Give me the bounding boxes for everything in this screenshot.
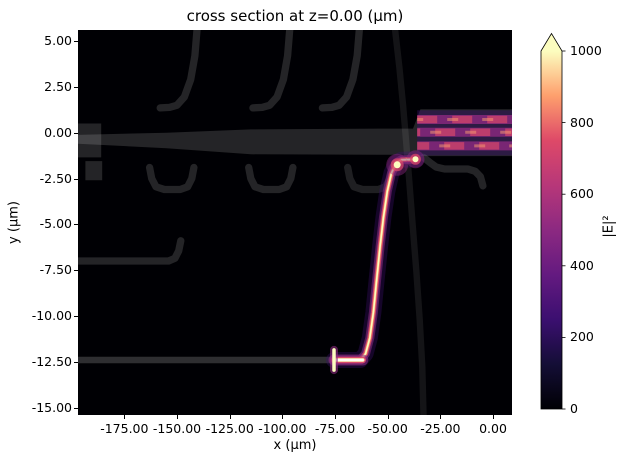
structure-left-block: [85, 161, 103, 181]
structure-top-bend-1: [156, 30, 201, 112]
y-tick-mark: [74, 178, 78, 180]
structure-lower-line: [78, 237, 185, 265]
y-tick-label: -15.00: [31, 399, 72, 415]
x-tick-mark: [282, 415, 284, 419]
y-tick-mark: [74, 407, 78, 409]
x-tick-label: -50.00: [367, 421, 408, 436]
x-tick-mark: [493, 415, 495, 419]
y-tick-mark: [74, 270, 78, 272]
y-tick-label: 0.00: [44, 124, 72, 140]
colorbar-tick-label: 200: [570, 329, 594, 345]
x-tick-mark: [387, 415, 389, 419]
y-tick-label: -5.00: [39, 216, 72, 232]
structure-mid-bracket-1: [145, 163, 198, 194]
structure-top-bend-2: [249, 30, 294, 112]
heatmap-plot-area: [78, 30, 512, 415]
structure-left-slab: [78, 123, 102, 158]
colorbar-tick-label: 1000: [570, 43, 602, 58]
structure-central-taper: [78, 128, 413, 155]
x-axis-label: x (μm): [273, 438, 317, 453]
plot-title: cross section at z=0.00 (μm): [186, 7, 404, 25]
x-tick-mark: [124, 415, 126, 419]
x-tick-mark: [335, 415, 337, 419]
colorbar-gradient: [540, 32, 563, 410]
x-tick-label: -100.00: [258, 421, 307, 436]
y-tick-label: -12.50: [31, 353, 72, 369]
y-tick-mark: [74, 132, 78, 134]
colorbar-label: |E|²: [601, 215, 617, 238]
y-tick-label: 5.00: [44, 33, 72, 48]
x-tick-label: -25.00: [420, 421, 461, 436]
y-tick-label: -2.50: [39, 170, 72, 186]
y-tick-label: -10.00: [31, 308, 72, 323]
y-tick-mark: [74, 361, 78, 363]
x-tick-mark: [229, 415, 231, 419]
y-tick-mark: [74, 224, 78, 226]
y-tick-mark: [74, 41, 78, 42]
x-tick-label: -75.00: [314, 421, 356, 436]
structure-right-under-curve: [419, 153, 487, 190]
colorbar-tick-label: 0: [570, 401, 578, 416]
colorbar-tick-label: 800: [570, 114, 594, 130]
x-tick-mark: [177, 415, 179, 419]
x-tick-label: -125.00: [205, 421, 254, 436]
y-tick-label: 2.50: [44, 78, 72, 94]
x-tick-label: 0.00: [479, 421, 507, 436]
structure-mid-bracket-2: [245, 163, 297, 194]
colorbar: [540, 32, 566, 410]
x-tick-label: -175.00: [100, 421, 149, 436]
structure-top-bend-3: [318, 30, 363, 112]
structure-right-long-bend: [391, 30, 427, 415]
y-tick-mark: [74, 316, 78, 317]
colorbar-tick-label: 600: [570, 186, 594, 202]
y-tick-label: -7.50: [39, 262, 72, 278]
y-tick-mark: [74, 86, 78, 88]
colorbar-tick-label: 400: [570, 257, 594, 273]
x-tick-mark: [440, 415, 442, 419]
x-tick-label: -150.00: [152, 421, 202, 436]
